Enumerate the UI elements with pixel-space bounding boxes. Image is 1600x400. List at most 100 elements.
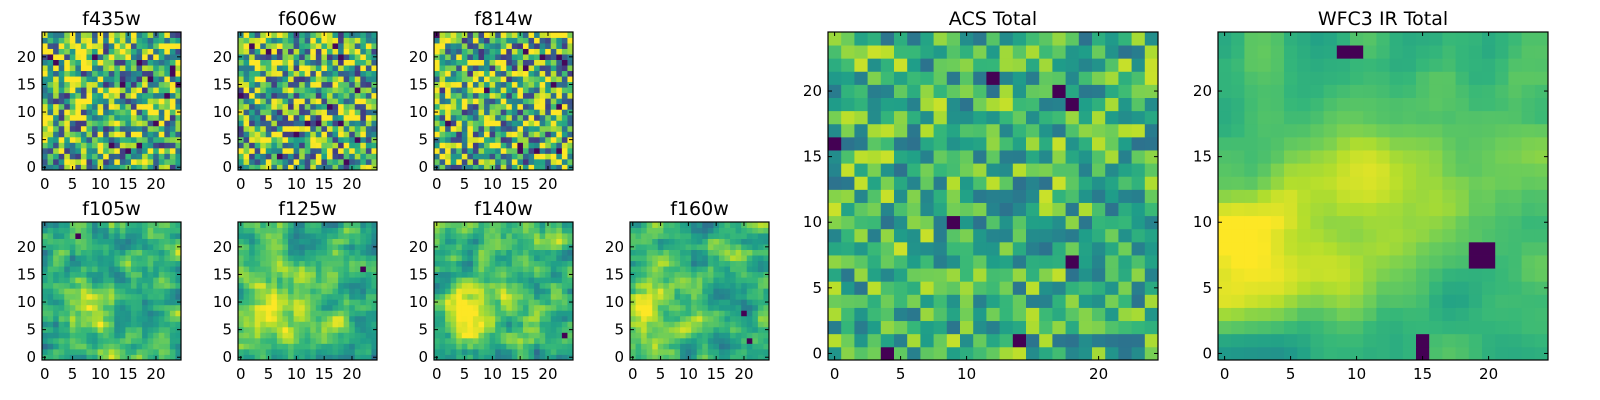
heatmap-cell [338, 147, 345, 154]
heatmap-cell [47, 92, 54, 99]
heatmap-cell [265, 120, 272, 127]
heatmap-cell [354, 147, 361, 154]
heatmap-cell [1012, 202, 1027, 217]
heatmap-cell [142, 238, 149, 245]
heatmap-cell [434, 158, 440, 165]
heatmap-cell [561, 321, 568, 328]
heatmap-cell [445, 164, 452, 171]
heatmap-cell [545, 136, 552, 143]
heatmap-cell [534, 37, 541, 44]
heatmap-cell [371, 142, 378, 149]
heatmap-cell [249, 81, 256, 88]
heatmap-cell [691, 326, 698, 333]
heatmap-cell [495, 131, 502, 138]
heatmap-cell [103, 136, 110, 143]
heatmap-cell [439, 354, 446, 361]
heatmap-cell [434, 304, 440, 311]
heatmap-cell [293, 238, 300, 245]
heatmap-cell [249, 332, 256, 339]
heatmap-cell [456, 326, 463, 333]
heatmap-cell [338, 255, 345, 262]
heatmap-cell [299, 315, 306, 322]
heatmap-cell [986, 307, 1000, 322]
heatmap-cell [960, 241, 974, 256]
heatmap-cell [757, 293, 764, 300]
heatmap-cell [702, 299, 709, 306]
heatmap-cell [332, 109, 339, 116]
heatmap-cell [108, 310, 115, 317]
heatmap-cell [1118, 320, 1132, 335]
heatmap-cell [338, 103, 345, 110]
heatmap-cell [315, 332, 322, 339]
heatmap-cell [534, 244, 541, 250]
heatmap-cell [304, 142, 311, 149]
heatmap-cell [691, 244, 698, 250]
heatmap-cell [746, 332, 753, 339]
heatmap-cell [80, 43, 87, 49]
heatmap-cell [80, 244, 87, 250]
heatmap-cell [635, 255, 642, 262]
heatmap-cell [461, 255, 468, 262]
heatmap-cell [630, 249, 636, 256]
heatmap-cell [86, 293, 93, 300]
heatmap-cell [243, 310, 250, 317]
heatmap-cell [276, 48, 283, 55]
heatmap-cell [92, 222, 98, 228]
heatmap-cell [867, 268, 882, 282]
heatmap-cell [365, 337, 372, 344]
heatmap-cell [550, 348, 557, 355]
heatmap-cell [674, 343, 681, 350]
heatmap-cell [92, 321, 98, 328]
heatmap-cell [125, 158, 132, 165]
heatmap-cell [635, 233, 642, 239]
heatmap-cell [539, 92, 546, 99]
heatmap-cell [276, 277, 283, 284]
heatmap-cell [343, 354, 350, 361]
heatmap-cell [450, 249, 457, 256]
heatmap-cell [80, 299, 87, 306]
heatmap-cell [142, 315, 149, 322]
heatmap-cell [349, 277, 356, 284]
heatmap-cell [456, 131, 463, 138]
heatmap-cell [254, 266, 261, 273]
heatmap-cell [114, 271, 121, 278]
heatmap-cell [561, 255, 568, 262]
heatmap-cell [371, 321, 378, 328]
heatmap-cell [1118, 294, 1132, 308]
heatmap-cell [142, 54, 149, 60]
heatmap-cell [894, 176, 908, 190]
heatmap-cell [445, 348, 452, 355]
heatmap-cell [707, 249, 714, 256]
heatmap-cell [42, 337, 48, 344]
heatmap-cell [746, 238, 753, 245]
heatmap-cell [326, 293, 333, 300]
heatmap-cell [75, 147, 82, 154]
heatmap-cell [1052, 228, 1066, 243]
heatmap-cell [175, 282, 182, 289]
heatmap-cell [484, 70, 490, 77]
heatmap-cell [114, 48, 121, 55]
heatmap-cell [130, 87, 137, 94]
heatmap-cell [735, 255, 742, 262]
heatmap-cell [97, 125, 104, 132]
heatmap-cell [86, 70, 93, 77]
heatmap-cell [730, 271, 737, 278]
heatmap-cell [282, 266, 289, 273]
heatmap-cell [169, 153, 176, 160]
heatmap-cell [349, 153, 356, 160]
heatmap-cell [365, 249, 372, 256]
heatmap-cell [343, 288, 350, 295]
heatmap-cell [142, 249, 149, 256]
heatmap-cell [478, 103, 485, 110]
heatmap-cell [293, 81, 300, 88]
heatmap-cell [752, 266, 759, 273]
heatmap-cell [635, 354, 642, 361]
heatmap-cell [534, 332, 541, 339]
heatmap-cell [260, 153, 267, 160]
heatmap-cell [260, 120, 267, 127]
heatmap-cell [1118, 346, 1132, 361]
heatmap-cell [58, 125, 65, 132]
heatmap-cell [164, 70, 171, 77]
heatmap-cell [511, 282, 518, 289]
heatmap-cell [332, 222, 339, 228]
